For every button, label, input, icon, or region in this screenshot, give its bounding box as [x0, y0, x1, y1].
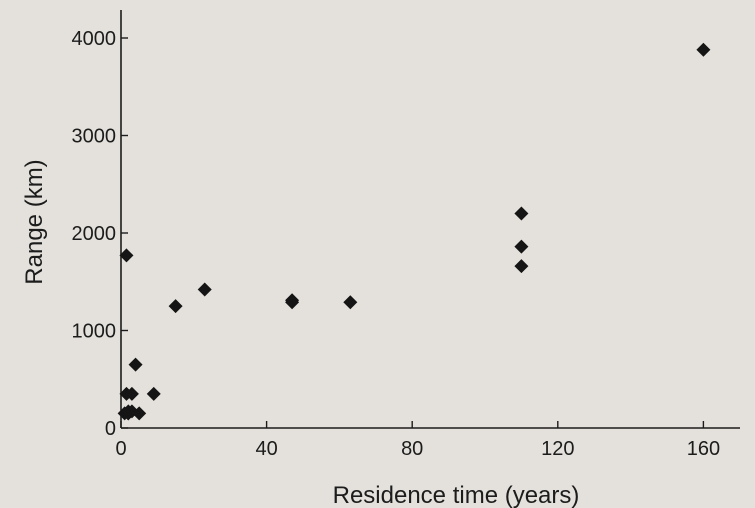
data-point [146, 386, 161, 401]
data-points [117, 42, 711, 421]
data-point [128, 357, 143, 372]
y-tick-label: 3000 [72, 126, 117, 148]
data-point [121, 404, 136, 419]
data-point [343, 295, 358, 310]
x-axis-label: Residence time (years) [333, 482, 580, 508]
tick-layer: 0 40 80 120 160 0 1000 2000 3000 4000 [72, 28, 721, 460]
data-point [132, 406, 147, 421]
data-point [696, 42, 711, 57]
x-tick-label: 0 [115, 438, 126, 460]
data-point [119, 248, 134, 263]
y-tick-label: 4000 [72, 28, 117, 50]
data-point [168, 299, 183, 314]
x-tick-label: 160 [687, 438, 720, 460]
x-tick-label: 80 [401, 438, 423, 460]
y-tick-label: 1000 [72, 321, 117, 343]
y-tick-label: 2000 [72, 223, 117, 245]
data-point [514, 239, 529, 254]
axes [120, 10, 740, 429]
data-point [514, 259, 529, 274]
data-point [285, 295, 300, 310]
x-tick-label: 40 [255, 438, 277, 460]
data-point [124, 386, 139, 401]
data-point [514, 206, 529, 221]
data-point [197, 282, 212, 297]
y-tick-label: 0 [105, 418, 116, 440]
x-tick-label: 120 [541, 438, 574, 460]
y-axis-label: Range (km) [21, 159, 48, 284]
